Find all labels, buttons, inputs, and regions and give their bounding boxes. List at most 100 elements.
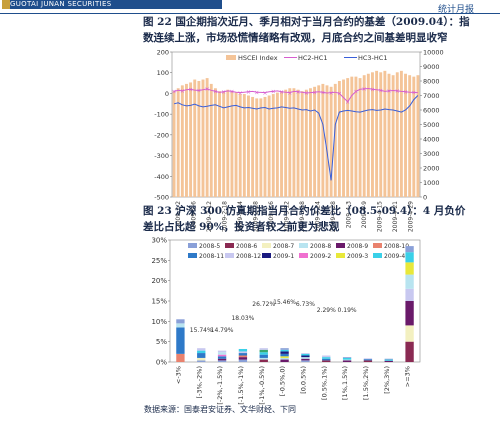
legend-swatch <box>299 253 308 258</box>
stack-segment <box>217 358 227 361</box>
hscei-bar <box>230 91 234 197</box>
stack-segment <box>342 357 352 360</box>
hc2-hc1-marker: × <box>345 99 350 106</box>
stack-segment <box>384 359 393 361</box>
hscei-bar <box>354 76 358 197</box>
legend-label: 2009-3 <box>347 253 368 260</box>
hscei-bar <box>304 89 308 197</box>
hscei-bar <box>391 75 395 197</box>
legend-label: 2008-5 <box>199 243 220 250</box>
y-left-tick-label: -100 <box>154 111 169 119</box>
hscei-bar <box>404 73 407 197</box>
x-tick-label: [1.5%,2%) <box>362 366 370 400</box>
hscei-bar <box>234 92 238 197</box>
stack-segment <box>176 327 185 354</box>
hc2-hc1-marker: × <box>279 89 284 96</box>
hscei-bar <box>172 91 176 197</box>
stack-segment <box>342 360 352 362</box>
hscei-bar <box>387 73 391 197</box>
stack-segment <box>238 353 248 356</box>
x-tick-label: 2009-2-18 <box>221 201 228 232</box>
annotation-label: 15.74% <box>190 327 213 334</box>
stack-segment <box>238 357 248 360</box>
hscei-bar <box>321 83 325 197</box>
stack-segment <box>280 353 289 357</box>
stack-segment <box>197 360 206 362</box>
hc2-hc1-marker: × <box>213 89 218 96</box>
x-tick-label: 2009-3-18 <box>299 201 306 232</box>
hscei-bar <box>275 92 279 197</box>
hscei-bar <box>412 76 416 197</box>
x-tick-label: 2009-2-28 <box>252 201 259 232</box>
annotation-label: 15.46% <box>273 299 296 306</box>
stack-segment <box>405 252 414 263</box>
hscei-bar <box>267 95 271 197</box>
stack-segment <box>405 301 414 326</box>
annotation-label: 6.73% <box>296 301 315 308</box>
figure-23-title: 图 23 沪深 300 仿真期指当月合约价差比（08.5-09.4）：4 月负价… <box>143 205 466 233</box>
hscei-bar <box>255 98 259 197</box>
x-tick-label: [-3%,-2%) <box>195 366 203 398</box>
spread-ratio-chart: 0% 5% 10% 15% 20% 25% 30% 2008-5 2008-6 2008-7 200… <box>151 237 421 405</box>
hscei-bar <box>395 72 399 197</box>
stack-segment <box>405 262 414 275</box>
y-tick-label: 25% <box>151 257 167 265</box>
stack-segment <box>280 359 289 362</box>
stack-segment <box>259 349 268 353</box>
hc2-hc1-marker: × <box>271 89 276 96</box>
stack-segment <box>238 348 248 352</box>
y-right-tick-label: 3000 <box>423 150 440 158</box>
stack-segment <box>259 352 268 355</box>
y-left-tick-label: -500 <box>154 194 169 202</box>
legend-label: 2008-10 <box>384 243 409 250</box>
x-tick-label: 2009-2-6 <box>190 201 197 228</box>
y-right-tick-label: 8000 <box>423 78 440 86</box>
stack-segment <box>197 357 206 361</box>
hscei-bar <box>242 94 246 197</box>
y-tick-label: 0% <box>156 359 167 367</box>
stack-segment <box>176 319 185 324</box>
hscei-bar <box>189 82 193 197</box>
hscei-bar <box>337 81 341 197</box>
hc2-hc1-marker: × <box>296 89 301 96</box>
x-tick-label: 2009-3-24 <box>314 201 321 232</box>
x-tick-label: 2009-2-24 <box>237 201 244 232</box>
hscei-bar <box>259 98 263 197</box>
x-tick-label: 2009-3-12 <box>283 201 290 232</box>
stack-segment <box>405 274 414 289</box>
stack-segment <box>280 356 289 358</box>
legend-label: 2009-1 <box>273 253 294 260</box>
hscei-bar <box>313 86 317 197</box>
y-right-tick-label: 6000 <box>423 107 440 115</box>
hscei-bar <box>180 85 184 197</box>
hc2-hc1-marker: × <box>386 88 391 95</box>
hscei-bar <box>292 88 296 197</box>
hscei-bar <box>350 76 354 197</box>
page-header: GUOTAI JUNAN SECURITIES 统计月报 <box>0 0 500 16</box>
hscei-bar <box>201 79 205 197</box>
stack-segment <box>238 355 248 358</box>
hscei-bar <box>263 96 267 197</box>
x-tick-label: [-2%,-1.5%) <box>216 366 224 405</box>
legend-label: 2008-11 <box>199 253 224 260</box>
hc2-hc1-marker: × <box>395 88 400 95</box>
hc2-hc1-marker: × <box>188 86 193 93</box>
hscei-bar <box>247 95 250 197</box>
data-source-note: 数据来源：国泰君安证券、文华财经、下同 <box>144 405 296 414</box>
stack-segment <box>176 353 185 362</box>
figure-22-title: 图 22 国企期指次近月、季月相对于当月合约的基差（2009.04）：指数连续上… <box>143 16 470 44</box>
y-left-tick-label: 0 <box>165 90 169 98</box>
hc2-hc1-marker: × <box>172 89 177 96</box>
stack-segment <box>405 288 414 301</box>
y-tick-label: 30% <box>151 237 167 245</box>
stack-segment <box>342 359 352 361</box>
hscei-bar <box>213 88 217 197</box>
hscei-bar <box>416 75 420 197</box>
stack-segment <box>405 325 414 342</box>
y-tick-label: 15% <box>151 298 167 306</box>
legend-swatch <box>262 243 271 248</box>
hc2-hc1-marker: × <box>287 90 292 97</box>
stack-segment <box>301 353 310 354</box>
hscei-bar <box>383 70 387 197</box>
stack-segment <box>217 352 227 355</box>
